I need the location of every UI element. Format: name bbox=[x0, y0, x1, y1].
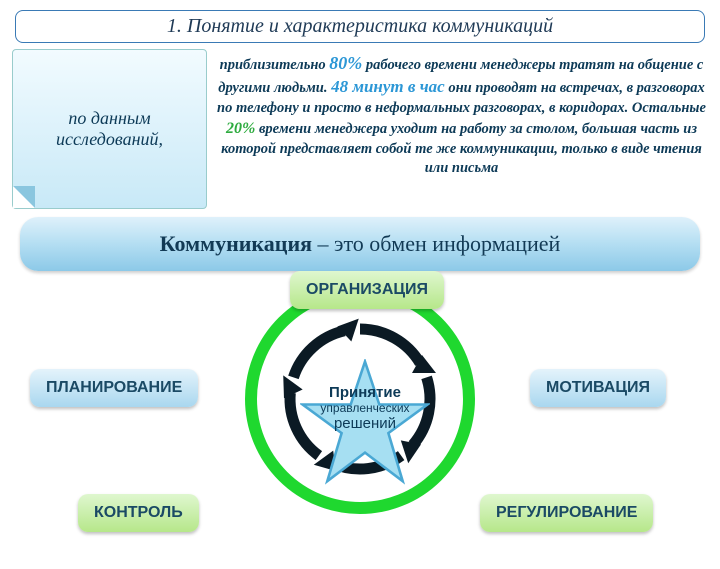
node-organization: ОРГАНИЗАЦИЯ bbox=[290, 271, 444, 309]
node-planning: ПЛАНИРОВАНИЕ bbox=[30, 369, 198, 407]
desc-part: приблизительно bbox=[220, 57, 330, 73]
research-note: по данным исследований, bbox=[12, 49, 207, 209]
note-fold-icon bbox=[13, 186, 35, 208]
definition-term: Коммуникация bbox=[160, 231, 312, 256]
highlight-80pct: 80% bbox=[329, 53, 362, 73]
description-text: приблизительно 80% рабочего времени мене… bbox=[215, 49, 708, 209]
center-label: Принятие управленческих решений bbox=[295, 384, 435, 432]
desc-part: времени менеджера уходит на работу за ст… bbox=[221, 121, 702, 176]
center-l3: решений bbox=[295, 415, 435, 432]
node-control: КОНТРОЛЬ bbox=[78, 494, 199, 532]
functions-diagram: Принятие управленческих решений ОРГАНИЗА… bbox=[0, 279, 720, 569]
node-motivation: МОТИВАЦИЯ bbox=[530, 369, 666, 407]
definition-pill: Коммуникация – это обмен информацией bbox=[20, 217, 700, 271]
center-l1: Принятие bbox=[295, 384, 435, 401]
highlight-48min: 48 минут в час bbox=[331, 77, 445, 96]
intro-row: по данным исследований, приблизительно 8… bbox=[0, 49, 720, 209]
research-note-text: по данным исследований, bbox=[21, 108, 198, 150]
highlight-20pct: 20% bbox=[226, 120, 255, 137]
page-title: 1. Понятие и характеристика коммуникаций bbox=[15, 10, 705, 43]
node-regulation: РЕГУЛИРОВАНИЕ bbox=[480, 494, 653, 532]
definition-rest: – это обмен информацией bbox=[312, 231, 560, 256]
center-l2: управленческих bbox=[295, 401, 435, 415]
